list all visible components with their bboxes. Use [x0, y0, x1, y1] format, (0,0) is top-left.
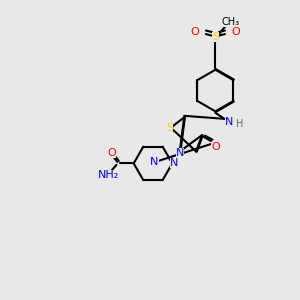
Text: N: N — [225, 117, 233, 127]
Text: O: O — [211, 142, 220, 152]
Text: O: O — [190, 27, 199, 37]
Text: CH₃: CH₃ — [221, 17, 239, 27]
Text: S: S — [166, 123, 173, 133]
Text: H: H — [236, 119, 243, 129]
Text: O: O — [107, 148, 116, 158]
Text: N: N — [150, 157, 159, 167]
Text: S: S — [212, 32, 219, 42]
Text: N: N — [176, 148, 184, 158]
Text: N: N — [169, 158, 178, 168]
Text: O: O — [232, 27, 241, 37]
Text: NH₂: NH₂ — [98, 170, 119, 180]
